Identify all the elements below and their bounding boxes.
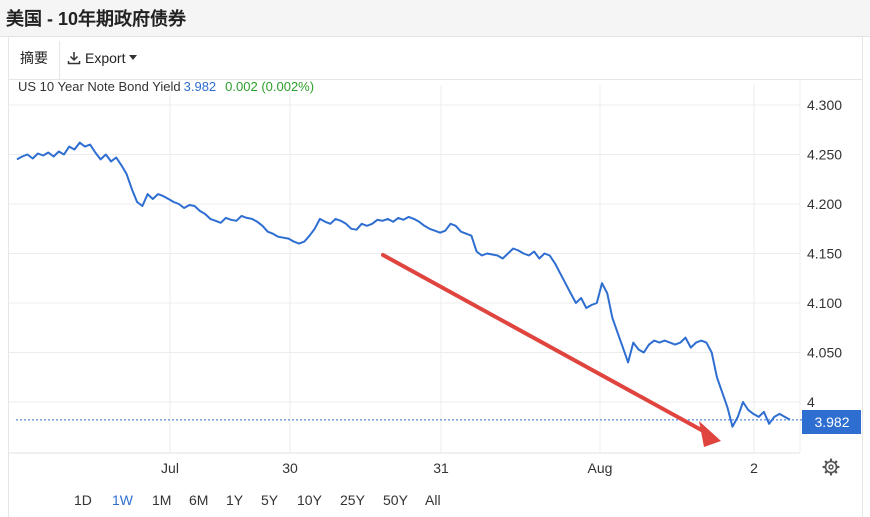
y-tick-label: 4 <box>807 394 815 410</box>
export-label: Export <box>85 50 126 66</box>
download-icon <box>67 51 81 65</box>
x-tick-label: 2 <box>750 460 758 476</box>
x-tick-label: 31 <box>433 460 449 476</box>
page-title: 美国 - 10年期政府债券 <box>6 9 187 29</box>
range-selector: 1D 1W 1M 6M 1Y 5Y 10Y 25Y 50Y All <box>8 481 863 517</box>
y-axis-labels: 4.300 4.250 4.200 4.150 4.100 4.050 4 <box>807 97 842 410</box>
y-tick-label: 4.200 <box>807 196 842 212</box>
series-change: 0.002 (0.002%) <box>225 79 315 94</box>
series-line <box>16 141 791 428</box>
y-tick-label: 4.150 <box>807 246 842 262</box>
series-name: US 10 Year Note Bond Yield <box>18 79 181 94</box>
caret-down-icon <box>129 55 138 61</box>
trend-arrow <box>381 253 721 447</box>
range-6m[interactable]: 6M <box>189 492 209 508</box>
x-tick-label: Aug <box>588 460 613 476</box>
x-axis-labels: Jul 30 31 Aug 2 <box>161 460 758 476</box>
chart-toolbar: 摘要 Export <box>8 37 863 79</box>
last-value-label: 3.982 <box>814 414 849 430</box>
range-1d[interactable]: 1D <box>74 492 92 508</box>
chart-legend: US 10 Year Note Bond Yield 3.982 0.002 (0.… <box>18 79 314 94</box>
chart-grid <box>9 80 801 454</box>
range-50y[interactable]: 50Y <box>383 492 408 508</box>
range-all[interactable]: All <box>425 492 441 508</box>
x-tick-label: 30 <box>282 460 298 476</box>
range-5y[interactable]: 5Y <box>261 492 279 508</box>
range-25y[interactable]: 25Y <box>340 492 365 508</box>
x-tick-label: Jul <box>161 460 179 476</box>
export-button[interactable]: Export <box>67 41 138 75</box>
range-10y[interactable]: 10Y <box>297 492 322 508</box>
y-tick-label: 4.250 <box>807 147 842 163</box>
y-tick-label: 4.100 <box>807 295 842 311</box>
range-1w[interactable]: 1W <box>112 492 133 508</box>
y-tick-label: 4.300 <box>807 97 842 113</box>
settings-icon[interactable] <box>822 458 840 476</box>
title-bar: 美国 - 10年期政府债券 <box>0 0 870 37</box>
last-value-badge: 3.982 <box>802 410 861 434</box>
y-tick-label: 4.050 <box>807 345 842 361</box>
range-1m[interactable]: 1M <box>152 492 172 508</box>
tab-summary[interactable]: 摘要 <box>9 41 60 79</box>
range-1y[interactable]: 1Y <box>226 492 244 508</box>
series-value: 3.982 <box>183 79 217 94</box>
